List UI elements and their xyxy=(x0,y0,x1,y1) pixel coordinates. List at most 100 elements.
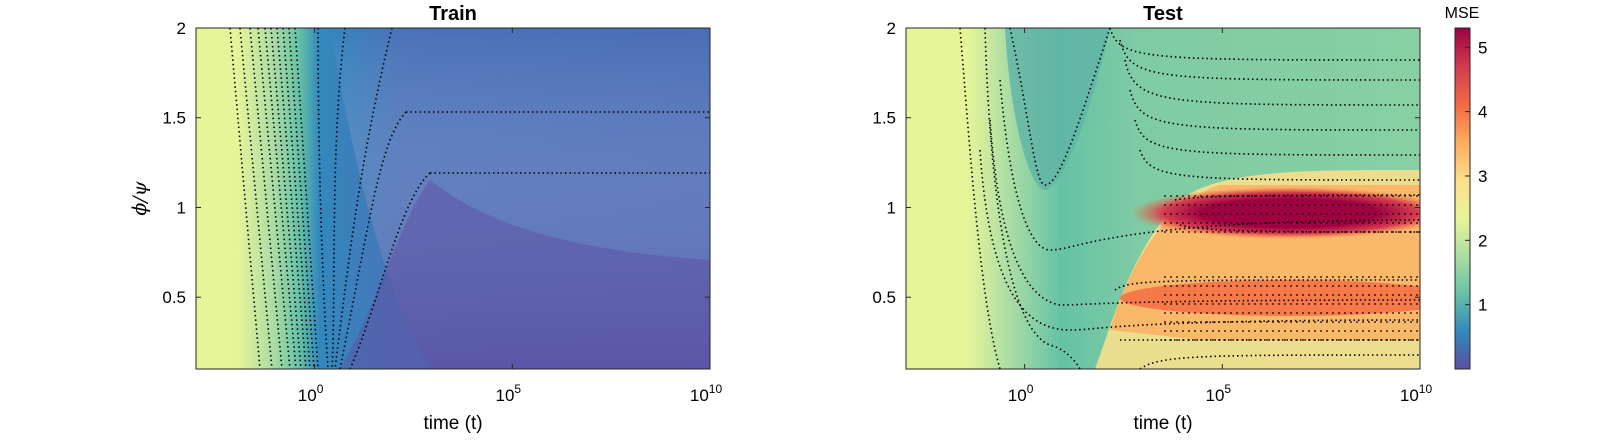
contour-dot xyxy=(1410,303,1412,305)
contour-dot xyxy=(1344,330,1346,332)
contour-dot xyxy=(1398,330,1400,332)
contour-dot xyxy=(1188,222,1190,224)
contour-dot xyxy=(1374,339,1376,341)
contour-dot xyxy=(1344,294,1346,296)
test-xtick-label: 1010 xyxy=(1400,382,1433,405)
contour-dot xyxy=(1338,321,1340,323)
contour-dot xyxy=(1194,294,1196,296)
contour-dot xyxy=(1194,276,1196,278)
contour-dot xyxy=(1380,303,1382,305)
contour-dot xyxy=(1212,276,1214,278)
contour-dot xyxy=(1320,231,1322,233)
contour-dot xyxy=(1248,303,1250,305)
contour-dot xyxy=(1266,294,1268,296)
contour-dot xyxy=(1374,204,1376,206)
contour-dot xyxy=(1176,231,1178,233)
contour-dot xyxy=(1284,213,1286,215)
contour-dot xyxy=(1236,312,1238,314)
contour-dot xyxy=(1296,204,1298,206)
contour-dot xyxy=(1362,312,1364,314)
contour-dot xyxy=(1224,321,1226,323)
contour-dot xyxy=(1224,195,1226,197)
contour-dot xyxy=(1368,195,1370,197)
contour-dot xyxy=(1302,321,1304,323)
contour-dot xyxy=(1392,204,1394,206)
contour-dot xyxy=(1386,294,1388,296)
contour-dot xyxy=(1398,303,1400,305)
contour-dot xyxy=(1314,312,1316,314)
contour-dot xyxy=(1170,276,1172,278)
contour-dot xyxy=(1236,285,1238,287)
contour-dot xyxy=(1194,312,1196,314)
colorbar-tick-label: 3 xyxy=(1478,167,1487,186)
contour-dot xyxy=(1242,213,1244,215)
contour-dot xyxy=(1404,204,1406,206)
contour-dot xyxy=(1416,294,1418,296)
contour-dot xyxy=(1218,285,1220,287)
test-peak-band-05 xyxy=(1120,280,1420,316)
contour-dot xyxy=(1254,330,1256,332)
contour-dot xyxy=(1260,294,1262,296)
contour-dot xyxy=(1404,276,1406,278)
contour-dot xyxy=(1308,231,1310,233)
contour-dot xyxy=(1200,339,1202,341)
contour-dot xyxy=(1284,222,1286,224)
contour-dot xyxy=(1206,330,1208,332)
contour-dot xyxy=(1194,303,1196,305)
contour-dot xyxy=(1230,312,1232,314)
contour-dot xyxy=(1164,276,1166,278)
contour-dot xyxy=(1302,204,1304,206)
contour-dot xyxy=(1170,285,1172,287)
contour-dot xyxy=(1404,195,1406,197)
contour-dot xyxy=(1236,321,1238,323)
contour-dot xyxy=(1224,303,1226,305)
contour-dot xyxy=(1272,303,1274,305)
contour-dot xyxy=(1272,222,1274,224)
contour-dot xyxy=(1398,285,1400,287)
contour-dot xyxy=(1392,285,1394,287)
contour-dot xyxy=(1296,195,1298,197)
contour-dot xyxy=(1296,303,1298,305)
test-axes-frame xyxy=(905,27,1421,370)
contour-dot xyxy=(1170,339,1172,341)
contour-dot xyxy=(1392,294,1394,296)
contour-dot xyxy=(1392,276,1394,278)
contour-dot xyxy=(1254,339,1256,341)
contour-dot xyxy=(1272,285,1274,287)
contour-dot xyxy=(1326,294,1328,296)
contour-dot xyxy=(1392,339,1394,341)
contour-dot xyxy=(1332,195,1334,197)
contour-dot xyxy=(1242,231,1244,233)
contour-dot xyxy=(1278,303,1280,305)
contour-dot xyxy=(1332,204,1334,206)
contour-dot xyxy=(1218,330,1220,332)
contour-dot xyxy=(1260,276,1262,278)
contour-dot xyxy=(1398,231,1400,233)
contour-dot xyxy=(1314,195,1316,197)
contour-dot xyxy=(1362,276,1364,278)
contour-dot xyxy=(1332,321,1334,323)
contour-dot xyxy=(1302,339,1304,341)
contour-dot xyxy=(1260,312,1262,314)
contour-dot xyxy=(1320,321,1322,323)
contour-dot xyxy=(1398,195,1400,197)
contour-dot xyxy=(1368,276,1370,278)
contour-dot xyxy=(1362,330,1364,332)
contour-dot xyxy=(1182,285,1184,287)
contour-dot xyxy=(1362,204,1364,206)
contour-dot xyxy=(1314,213,1316,215)
contour-dot xyxy=(1230,330,1232,332)
contour-dot xyxy=(1320,303,1322,305)
contour-dot xyxy=(1188,330,1190,332)
contour-dot xyxy=(1290,231,1292,233)
contour-dot xyxy=(1188,204,1190,206)
test-title: Test xyxy=(1143,3,1183,25)
contour-dot xyxy=(1284,330,1286,332)
contour-dot xyxy=(1326,222,1328,224)
contour-dot xyxy=(1302,213,1304,215)
contour-dot xyxy=(1170,294,1172,296)
contour-dot xyxy=(1278,231,1280,233)
contour-dot xyxy=(1338,330,1340,332)
contour-dot xyxy=(1296,231,1298,233)
contour-dot xyxy=(1374,330,1376,332)
